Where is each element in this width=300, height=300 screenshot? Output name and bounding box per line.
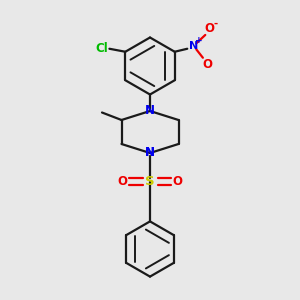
Text: Cl: Cl [95,42,108,55]
Text: N: N [189,41,198,51]
Text: -: - [214,19,218,29]
Text: O: O [202,58,212,71]
Text: +: + [196,36,203,45]
Text: O: O [172,175,183,188]
Text: N: N [145,146,155,160]
Text: N: N [145,146,155,160]
Text: N: N [145,104,155,118]
Text: S: S [145,175,155,188]
Text: O: O [117,175,128,188]
Text: O: O [205,22,214,35]
